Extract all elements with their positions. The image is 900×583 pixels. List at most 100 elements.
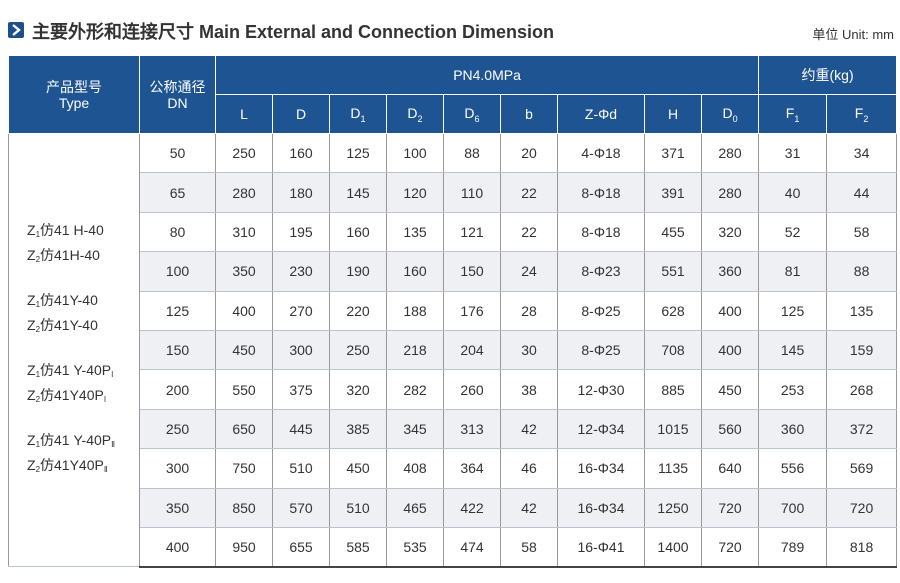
unit-label: 单位 Unit: mm <box>812 27 894 42</box>
table-cell: 195 <box>272 212 330 253</box>
table-cell: 46 <box>500 448 558 489</box>
type-label: Z2仿41Y40PⅡ <box>27 457 108 475</box>
table-cell: 16-Φ34 <box>557 488 645 528</box>
table-cell: 445 <box>272 409 330 450</box>
table-cell: 42 <box>500 488 558 528</box>
table-cell: 200 <box>139 369 216 410</box>
table-row: 125 400 270 220 188 176 28 8-Φ25 628 400 125 135 <box>9 291 898 331</box>
table-row: 300 750 510 450 408 364 46 16-Φ34 1135 640 556 569 <box>9 448 898 489</box>
table-cell: 176 <box>443 291 501 331</box>
table-cell: 391 <box>644 172 702 213</box>
type-header: 产品型号 Type <box>8 55 140 134</box>
column-header: D2 <box>386 94 444 134</box>
table-cell: 16-Φ41 <box>557 527 645 568</box>
table-cell: 364 <box>443 448 501 489</box>
table-row: 200 550 375 320 282 260 38 12-Φ30 885 450 253 268 <box>9 369 898 410</box>
type-label: Z2仿41Y40PI <box>27 387 107 405</box>
table-cell: 510 <box>329 488 387 528</box>
table-cell: 121 <box>443 212 501 253</box>
table-cell: 80 <box>139 212 216 253</box>
table-cell: 160 <box>329 212 387 253</box>
table-cell: 360 <box>758 409 828 450</box>
table-cell: 270 <box>272 291 330 331</box>
table-cell: 100 <box>386 133 444 174</box>
table-cell: 1250 <box>644 488 702 528</box>
column-header: D0 <box>700 94 760 134</box>
column-header: D6 <box>443 94 501 134</box>
table-cell: 300 <box>272 330 330 371</box>
table-cell: 88 <box>826 251 898 292</box>
table-cell: 145 <box>758 330 828 371</box>
table-cell: 81 <box>758 251 828 292</box>
table-cell: 260 <box>443 369 501 410</box>
table-cell: 789 <box>758 527 828 568</box>
table-cell: 250 <box>139 409 216 450</box>
table-row: 80 310 195 160 135 121 22 8-Φ18 455 320 52 58 <box>9 212 898 253</box>
table-cell: 474 <box>443 527 501 568</box>
table-cell: 950 <box>215 527 273 568</box>
table-cell: 125 <box>139 291 216 331</box>
table-row: 400 950 655 585 535 474 58 16-Φ41 1400 720 789 818 <box>9 527 898 568</box>
column-header: L <box>215 94 273 134</box>
table-cell: 1015 <box>644 409 702 450</box>
table-cell: 408 <box>386 448 444 489</box>
table-cell: 125 <box>758 291 828 331</box>
table-cell: 570 <box>272 488 330 528</box>
table-cell: 88 <box>443 133 501 174</box>
table-cell: 1400 <box>644 527 702 568</box>
table-cell: 350 <box>215 251 273 292</box>
table-cell: 720 <box>826 488 898 528</box>
table-cell: 282 <box>386 369 444 410</box>
type-label: Z1仿41Y-40 <box>27 292 98 310</box>
table-cell: 204 <box>443 330 501 371</box>
column-header: F2 <box>826 94 898 134</box>
table-cell: 220 <box>329 291 387 331</box>
column-header: b <box>500 94 558 134</box>
table-cell: 42 <box>500 409 558 450</box>
table-cell: 12-Φ30 <box>557 369 645 410</box>
table-cell: 135 <box>826 291 898 331</box>
table-cell: 150 <box>443 251 501 292</box>
table-cell: 720 <box>700 527 760 568</box>
table-cell: 450 <box>700 369 760 410</box>
table-row: 100 350 230 190 160 150 24 8-Φ23 551 360 81 88 <box>9 251 898 292</box>
table-cell: 320 <box>329 369 387 410</box>
table-cell: 160 <box>386 251 444 292</box>
table-cell: 65 <box>139 172 216 213</box>
column-header: Z-Φd <box>557 94 645 134</box>
table-cell: 250 <box>329 330 387 371</box>
table-cell: 350 <box>139 488 216 528</box>
table-cell: 58 <box>500 527 558 568</box>
dn-header: 公称通径 DN <box>139 55 216 134</box>
type-label: Z2仿41Y-40 <box>27 317 98 335</box>
table-cell: 8-Φ25 <box>557 330 645 371</box>
table-cell: 31 <box>758 133 828 174</box>
table-cell: 708 <box>644 330 702 371</box>
table-cell: 100 <box>139 251 216 292</box>
table-cell: 280 <box>700 133 760 174</box>
table-cell: 8-Φ18 <box>557 172 645 213</box>
table-cell: 313 <box>443 409 501 450</box>
column-header: H <box>644 94 702 134</box>
table-row: 65 280 180 145 120 110 22 8-Φ18 391 280 40 44 <box>9 172 898 213</box>
table-cell: 34 <box>826 133 898 174</box>
table-cell: 560 <box>700 409 760 450</box>
table-cell: 218 <box>386 330 444 371</box>
table-cell: 551 <box>644 251 702 292</box>
table-cell: 360 <box>700 251 760 292</box>
column-header: D1 <box>329 94 387 134</box>
table-cell: 110 <box>443 172 501 213</box>
chevron-right-icon <box>8 22 24 38</box>
table-cell: 750 <box>215 448 273 489</box>
section-header: 主要外形和连接尺寸 Main External and Connection D… <box>8 12 894 46</box>
table-cell: 8-Φ23 <box>557 251 645 292</box>
table-cell: 385 <box>329 409 387 450</box>
table-cell: 28 <box>500 291 558 331</box>
table-cell: 58 <box>826 212 898 253</box>
type-label: Z1仿41 H-40 <box>27 222 104 240</box>
table-cell: 159 <box>826 330 898 371</box>
table-cell: 253 <box>758 369 828 410</box>
table-cell: 1135 <box>644 448 702 489</box>
column-header: D <box>272 94 330 134</box>
table-cell: 22 <box>500 172 558 213</box>
